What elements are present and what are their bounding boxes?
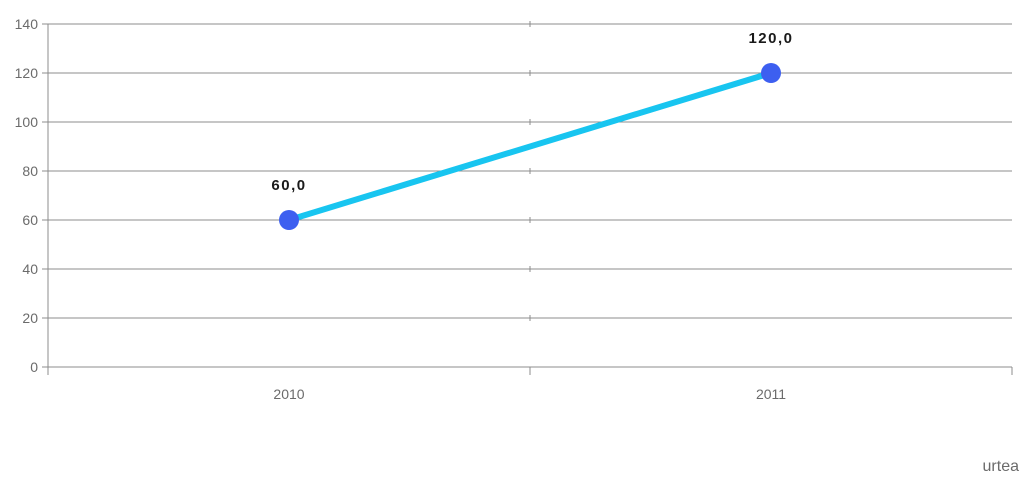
series-line: [286, 70, 774, 223]
x-tick-label: 2010: [273, 386, 304, 402]
y-tick-label: 120: [15, 65, 39, 81]
x-axis-tick-labels: 2010 2011: [273, 386, 786, 402]
y-tick-label: 20: [22, 310, 38, 326]
y-tick-label: 40: [22, 261, 38, 277]
data-point: [279, 210, 299, 230]
y-tick-label: 80: [22, 163, 38, 179]
x-tick-label: 2011: [756, 386, 786, 402]
data-label: 60,0: [271, 177, 306, 194]
data-point: [761, 63, 781, 83]
footer-label: urtea: [982, 458, 1019, 475]
y-tick-label: 60: [22, 212, 38, 228]
data-labels: 60,0 120,0: [271, 30, 793, 194]
series: [279, 63, 781, 230]
y-tick-label: 0: [30, 359, 38, 375]
line-chart: 0 20 40 60 80 100 120 140 2010 2011 60,0 120,0: [15, 16, 1013, 402]
y-tick-label: 100: [15, 114, 39, 130]
y-axis-tick-labels: 0 20 40 60 80 100 120 140: [15, 16, 39, 375]
data-label: 120,0: [748, 30, 793, 47]
y-tick-label: 140: [15, 16, 39, 32]
axes: [42, 23, 1013, 375]
grid-lines: [48, 21, 1012, 321]
